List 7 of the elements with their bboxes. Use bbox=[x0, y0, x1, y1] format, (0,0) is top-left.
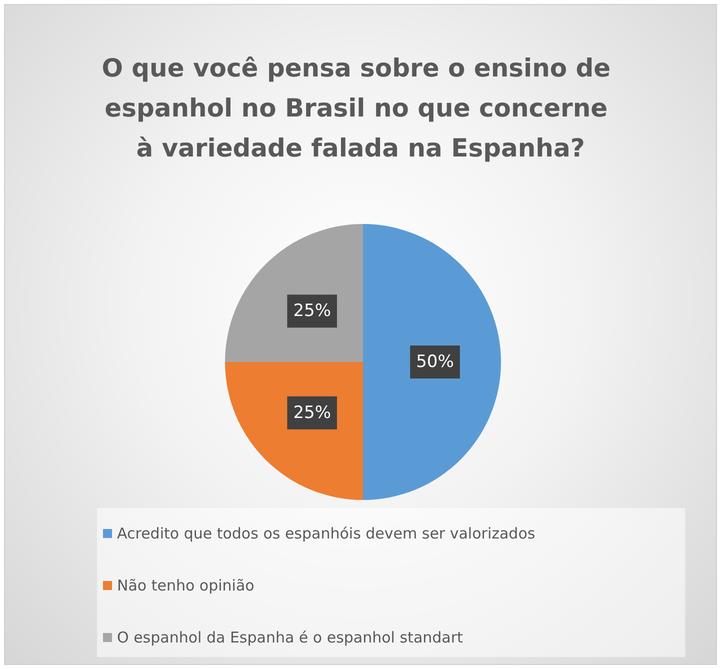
legend-label: O espanhol da Espanha é o espanhol standart bbox=[117, 628, 464, 646]
legend-label: Não tenho opinião bbox=[117, 576, 254, 594]
data-label: 25% bbox=[293, 402, 331, 423]
chart-title: O que você pensa sobre o ensino de espanhol no Brasil no que concerne à variedade falada na Espanha? bbox=[102, 54, 620, 162]
legend-label: Acredito que todos os espanhóis devem ser valorizados bbox=[117, 524, 536, 542]
data-label: 25% bbox=[293, 301, 331, 322]
data-label: 50% bbox=[416, 352, 454, 372]
